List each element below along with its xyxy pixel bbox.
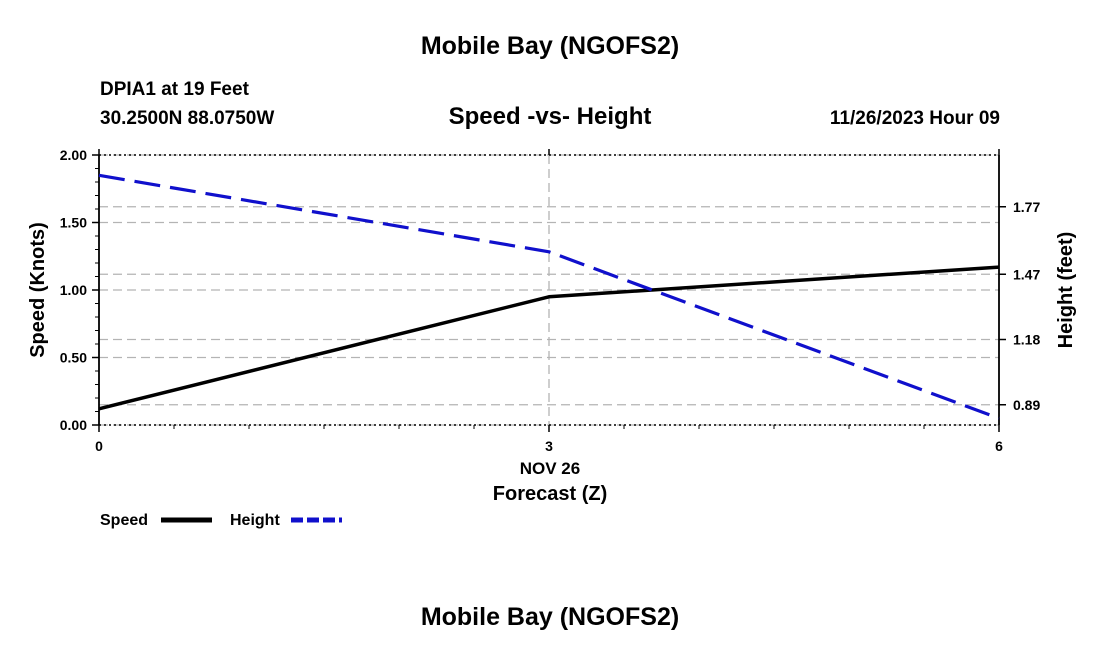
right-axis-ticks: 0.89 1.18 1.47 1.77 <box>999 199 1040 413</box>
y-axis-title: Speed (Knots) <box>27 222 49 358</box>
y2-tick-label: 1.47 <box>1013 266 1040 282</box>
grid-lines <box>99 154 999 426</box>
y2-tick-label: 1.77 <box>1013 199 1040 215</box>
x-date-label: NOV 26 <box>520 459 580 478</box>
chart-title: Speed -vs- Height <box>449 103 652 130</box>
x-tick-label: 0 <box>95 438 103 454</box>
page-title: Mobile Bay (NGOFS2) <box>421 32 679 60</box>
y-tick-label: 1.00 <box>60 282 87 298</box>
legend: Speed Height <box>100 512 342 529</box>
footer-title: Mobile Bay (NGOFS2) <box>421 603 679 631</box>
forecast-timestamp: 11/26/2023 Hour 09 <box>830 108 1000 129</box>
data-series <box>98 173 1000 420</box>
x-tick-label: 3 <box>545 438 553 454</box>
left-axis-ticks: 0.00 0.50 1.00 1.50 2.00 <box>60 147 99 433</box>
y-tick-label: 0.50 <box>60 350 87 366</box>
legend-speed-label: Speed <box>100 512 148 529</box>
y2-tick-label: 0.89 <box>1013 397 1040 413</box>
x-axis-title: Forecast (Z) <box>493 483 607 505</box>
y2-tick-label: 1.18 <box>1013 332 1040 348</box>
y-tick-label: 0.00 <box>60 417 87 433</box>
legend-height-label: Height <box>230 512 280 529</box>
y-tick-label: 2.00 <box>60 147 87 163</box>
y-tick-label: 1.50 <box>60 215 87 231</box>
x-tick-label: 6 <box>995 438 1003 454</box>
station-label: DPIA1 at 19 Feet <box>100 79 250 100</box>
y2-axis-title: Height (feet) <box>1055 232 1077 349</box>
x-axis-ticks: 0 3 6 <box>95 149 1003 454</box>
station-coordinates: 30.2500N 88.0750W <box>100 108 274 129</box>
